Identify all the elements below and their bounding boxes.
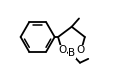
Text: O: O: [58, 45, 66, 55]
Text: O: O: [77, 45, 85, 55]
Text: B: B: [68, 48, 75, 58]
